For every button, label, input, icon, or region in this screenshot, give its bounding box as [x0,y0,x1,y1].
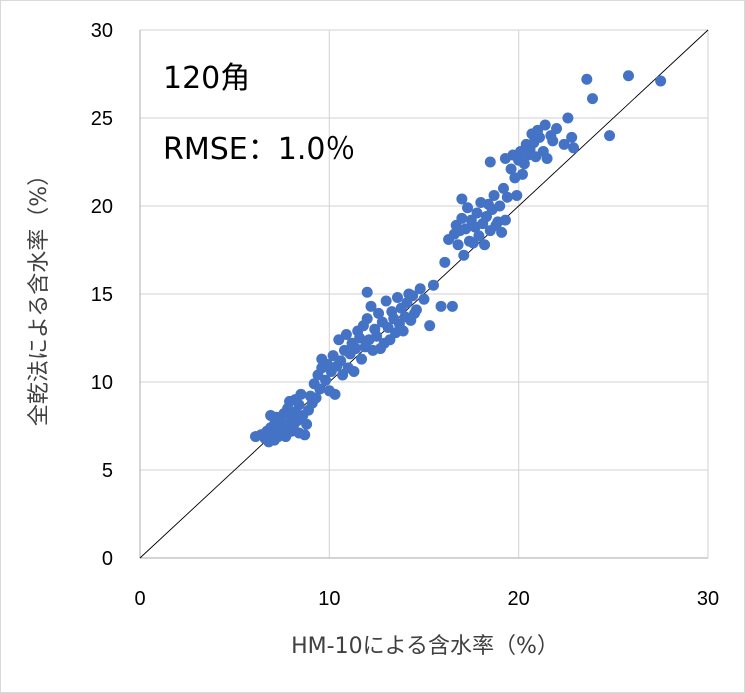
data-point [505,163,517,175]
tick-labels: 0 10 20 30 0 5 10 15 20 25 30 [91,20,719,610]
data-point [471,207,483,219]
data-point [533,131,545,143]
data-point [581,73,593,85]
y-tick-label: 0 [102,548,113,570]
data-point [499,152,511,164]
y-tick-label: 5 [102,460,113,482]
data-point [604,130,616,142]
y-axis-title: 全乾法による含水率（%） [27,164,52,426]
data-point [310,392,322,404]
data-point [456,212,468,224]
x-tick-label: 10 [318,588,340,610]
data-point [340,328,352,340]
data-point [380,295,392,307]
axes [139,30,708,559]
data-point [361,286,373,298]
data-point [356,353,368,365]
data-point [320,374,332,386]
data-point [562,112,574,124]
data-point [293,399,305,411]
data-point [622,70,634,82]
data-point [488,189,500,201]
data-point [350,343,362,355]
data-point [397,325,409,337]
data-point [551,123,563,135]
data-point [541,152,553,164]
data-point [460,223,472,235]
annotation-label-1: 120角 [163,61,250,96]
data-point [418,293,430,305]
annotation-rmse: RMSE：1.0％ [163,132,355,167]
data-point [424,320,436,332]
data-point [458,249,470,261]
data-point [462,202,474,214]
y-tick-label: 10 [91,372,113,394]
x-tick-label: 0 [134,588,145,610]
data-point [456,193,468,205]
x-tick-label: 20 [508,588,530,610]
data-point [518,158,530,170]
data-point [547,135,559,147]
data-point [314,383,326,395]
y-tick-label: 25 [91,108,113,130]
data-point [516,168,528,180]
y-tick-label: 15 [91,284,113,306]
data-point [348,365,360,377]
y-tick-label: 20 [91,196,113,218]
data-point [539,119,551,131]
data-point [361,313,373,325]
x-axis-title: HM-10による含水率（%） [291,634,559,659]
data-point [410,304,422,316]
data-point [371,330,383,342]
data-point [391,292,403,304]
data-point [558,138,570,150]
data-point [479,239,491,251]
data-point [499,214,511,226]
data-point [373,307,385,319]
data-point [566,131,578,143]
data-point [498,182,510,194]
data-point [655,75,667,87]
data-point [568,142,580,154]
data-point [301,418,313,430]
data-point [329,388,341,400]
data-point [496,226,508,238]
data-point [335,355,347,367]
data-point [484,156,496,168]
data-point [511,189,523,201]
data-point [446,300,458,312]
y-tick-label: 30 [91,20,113,42]
data-point [494,200,506,212]
data-points [249,70,667,448]
data-point [439,256,451,268]
data-point [427,279,439,291]
data-point [407,290,419,302]
data-point [299,429,311,441]
data-point [354,332,366,344]
data-point [365,300,377,312]
x-tick-label: 30 [697,588,719,610]
data-point [587,93,599,105]
data-point [501,191,513,203]
data-point [435,300,447,312]
data-point [295,388,307,400]
data-point [452,239,464,251]
data-point [473,230,485,242]
data-point [414,283,426,295]
